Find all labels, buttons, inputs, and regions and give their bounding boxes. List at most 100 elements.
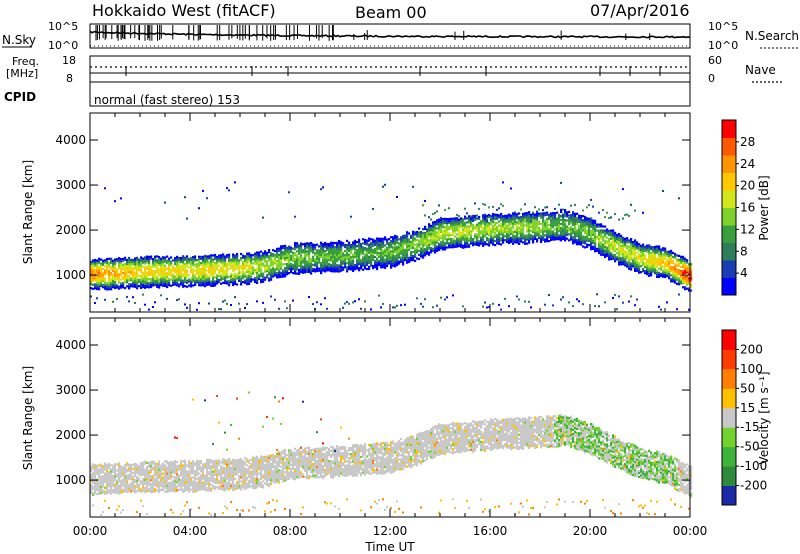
power-cell [358, 242, 361, 245]
noise-tick-right-bottom: 10^0 [708, 39, 738, 52]
power-cell [146, 255, 149, 258]
power-cell [646, 258, 649, 261]
power-cell [466, 227, 469, 230]
power-cell [226, 276, 229, 279]
power-cell [622, 238, 625, 241]
power-cell [108, 271, 111, 275]
power-cell [594, 305, 596, 307]
power-cell [584, 226, 587, 229]
power-cell [242, 281, 245, 284]
power-cell [244, 275, 247, 278]
power-cell [96, 283, 99, 286]
power-cell [90, 287, 93, 290]
power-cell [382, 243, 385, 246]
power-cell [100, 262, 103, 265]
power-cell [392, 246, 395, 249]
power-cell [514, 239, 517, 242]
power-cell [586, 239, 589, 242]
power-cell [232, 261, 235, 264]
power-cell [476, 243, 479, 246]
power-cell [616, 235, 619, 239]
power-cell [152, 276, 155, 279]
velocity-cell [90, 469, 93, 472]
power-cell [664, 269, 667, 272]
power-cell [620, 240, 623, 244]
power-cell [180, 279, 183, 282]
power-cell [392, 264, 395, 267]
power-cell [184, 303, 186, 306]
power-cell [310, 244, 313, 247]
power-cell [276, 253, 279, 257]
power-cell [354, 249, 357, 253]
velocity-cell [188, 476, 191, 479]
power-cell [520, 222, 523, 225]
velocity-cell [106, 469, 109, 473]
power-cell [154, 279, 157, 283]
velocity-cell [94, 472, 97, 475]
power-cell [90, 295, 92, 298]
power-cell [400, 256, 403, 259]
velocity-cell [122, 468, 125, 471]
power-cell [174, 279, 177, 282]
power-cell [650, 274, 653, 277]
velocity-cell [190, 488, 193, 491]
power-cell [156, 269, 159, 272]
power-cell [206, 265, 209, 268]
power-cell [230, 281, 233, 284]
velocity-cell [186, 472, 189, 475]
velocity-cell [100, 489, 103, 492]
power-cell [372, 258, 375, 262]
power-cell [492, 217, 495, 220]
power-cell [184, 268, 187, 271]
power-cell [226, 268, 229, 271]
power-cell [582, 235, 585, 238]
power-cell [614, 233, 617, 236]
power-cell [278, 255, 281, 258]
power-cell [612, 257, 615, 260]
power-cell [418, 233, 421, 236]
power-cell [112, 273, 115, 276]
power-cell [442, 222, 445, 225]
power-cell [232, 259, 235, 262]
power-cell [146, 283, 149, 286]
power-cell [438, 226, 441, 229]
power-cell [528, 219, 531, 222]
power-cell [406, 243, 409, 246]
range-tick-label: 3000 [55, 178, 86, 192]
velocity-cell [178, 476, 181, 479]
power-cell [490, 215, 493, 218]
power-cell [438, 248, 441, 251]
power-cell [218, 308, 220, 310]
power-cell [274, 258, 277, 261]
velocity-cell [112, 470, 115, 473]
power-cell [544, 228, 547, 231]
power-cell [354, 300, 356, 303]
power-cell [258, 275, 261, 279]
velocity-cell [94, 476, 97, 479]
power-cell [124, 272, 127, 276]
power-cell [184, 256, 187, 259]
power-cell [668, 264, 671, 268]
power-cell [578, 237, 581, 240]
velocity-cell [146, 488, 149, 491]
power-cell [202, 257, 205, 260]
power-cell [584, 242, 587, 245]
power-cell [258, 267, 261, 270]
velocity-cell [94, 478, 97, 481]
power-cell [646, 268, 649, 272]
power-cell [474, 227, 477, 230]
power-cell [576, 228, 579, 232]
power-cell [448, 221, 451, 225]
power-cell [624, 254, 627, 257]
power-cell [564, 231, 567, 234]
power-cell [146, 275, 149, 278]
velocity-cell [134, 473, 137, 476]
power-cell [304, 248, 307, 252]
power-cell [614, 245, 617, 249]
power-cell [638, 261, 641, 264]
power-cell [614, 243, 617, 247]
power-cell [118, 263, 121, 266]
power-cell [90, 279, 93, 282]
power-cell [580, 229, 583, 232]
power-cell [480, 236, 483, 239]
